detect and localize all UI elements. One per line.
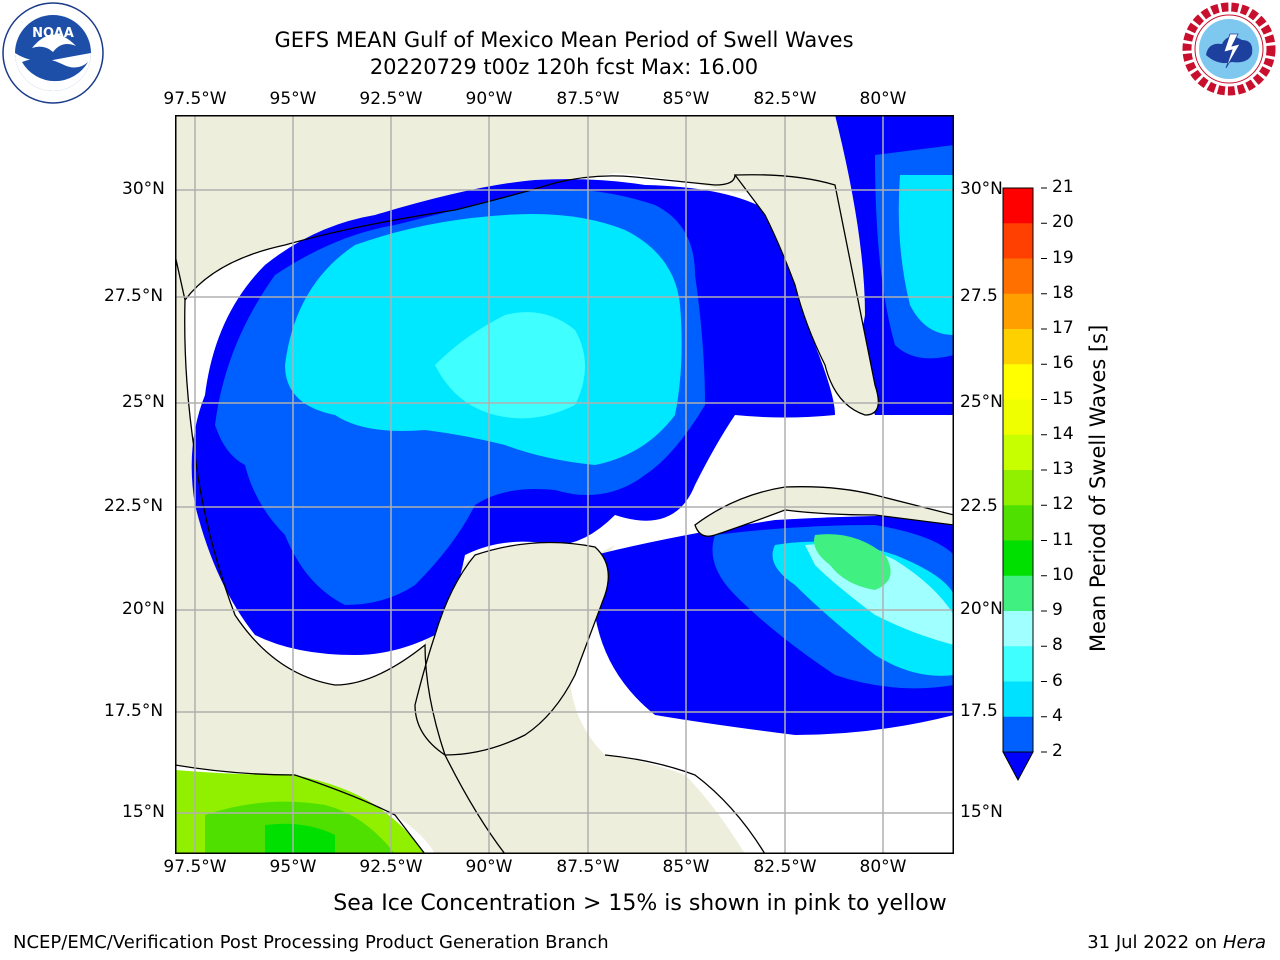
colorbar-segment xyxy=(1003,646,1033,682)
colorbar-tick-label: 8 xyxy=(1052,635,1063,656)
map-frame xyxy=(175,115,954,854)
chart-title: GEFS MEAN Gulf of Mexico Mean Period of … xyxy=(274,28,854,52)
cuba-land xyxy=(694,486,954,537)
colorbar-title: Mean Period of Swell Waves [s] xyxy=(1086,324,1110,652)
lon-label-top-3: 90°W xyxy=(465,89,513,109)
lat-label-right-2: 25°N xyxy=(960,392,1003,412)
lon-label-top-5: 85°W xyxy=(662,89,710,109)
colorbar-segment xyxy=(1003,611,1033,647)
colorbar-tick-label: 11 xyxy=(1052,529,1074,550)
lon-label-bottom-7: 80°W xyxy=(859,857,907,877)
colorbar xyxy=(1000,186,1040,786)
sea-ice-caption: Sea Ice Concentration > 15% is shown in … xyxy=(333,891,947,916)
colorbar-segment xyxy=(1003,470,1033,506)
lat-label-left-4: 20°N xyxy=(122,599,165,619)
lat-label-right-5: 17.5 xyxy=(960,701,998,721)
lon-label-top-7: 80°W xyxy=(859,89,907,109)
colorbar-tick-label: 13 xyxy=(1052,459,1074,479)
colorbar-segment xyxy=(1003,716,1033,753)
colorbar-tick-label: 12 xyxy=(1052,494,1074,515)
colorbar-tick-label: 6 xyxy=(1052,670,1063,691)
lon-label-bottom-2: 92.5°W xyxy=(359,857,423,877)
florida-land xyxy=(733,174,879,416)
colorbar-frame xyxy=(1002,187,1034,753)
lon-label-top-1: 95°W xyxy=(269,89,317,109)
swell-band-8-9 xyxy=(435,312,585,419)
colorbar-tick-label: 21 xyxy=(1052,177,1074,197)
mexico-coastline xyxy=(175,254,506,854)
colorbar-tick-label: 14 xyxy=(1052,423,1074,444)
colorbar-segment xyxy=(1003,258,1033,295)
lon-label-top-6: 82.5°W xyxy=(753,89,817,109)
noaa-logo: NOAA xyxy=(2,2,104,104)
yucatan-land xyxy=(414,541,609,756)
lat-label-left-2: 25°N xyxy=(122,392,165,412)
lon-label-bottom-5: 85°W xyxy=(662,857,710,877)
lon-label-top-2: 92.5°W xyxy=(359,89,423,109)
colorbar-segment xyxy=(1003,223,1033,259)
colorbar-segment xyxy=(1003,540,1033,577)
us-coastline xyxy=(184,174,736,301)
noaa-logo-text: NOAA xyxy=(32,26,74,41)
lat-label-left-3: 22.5°N xyxy=(104,496,164,516)
colorbar-tick-labels: 2 4 6 8 9 10 11 12 13 14 15 16 17 18 19 20 21 xyxy=(1052,0,1112,960)
pacific-band-11 xyxy=(265,823,335,854)
lat-label-right-1: 27.5 xyxy=(960,286,998,306)
footer-host: Hera xyxy=(1222,932,1266,953)
colorbar-tick-label: 19 xyxy=(1052,247,1074,268)
lon-label-bottom-1: 95°W xyxy=(269,857,317,877)
atlantic-band-6-8 xyxy=(898,175,954,335)
map-svg xyxy=(175,115,954,854)
colorbar-svg xyxy=(1002,187,1034,782)
footer-date: 31 Jul 2022 on Hera xyxy=(1087,932,1266,953)
colorbar-tick-label: 2 xyxy=(1052,741,1063,761)
colorbar-segment xyxy=(1003,293,1033,330)
footer-credit: NCEP/EMC/Verification Post Processing Pr… xyxy=(13,932,609,953)
lon-label-bottom-4: 87.5°W xyxy=(556,857,620,877)
lat-label-left-5: 17.5°N xyxy=(104,701,164,721)
colorbar-segment xyxy=(1003,681,1033,718)
colorbar-segment xyxy=(1003,399,1033,436)
footer-date-text: 31 Jul 2022 on xyxy=(1087,932,1223,953)
lat-label-left-1: 27.5°N xyxy=(104,286,164,306)
lat-label-right-0: 30°N xyxy=(960,179,1003,199)
colorbar-tick-label: 18 xyxy=(1052,282,1074,303)
lon-label-bottom-3: 90°W xyxy=(465,857,513,877)
graticule xyxy=(175,115,954,854)
colorbar-tick-label: 10 xyxy=(1052,564,1074,585)
colorbar-tick-label: 15 xyxy=(1052,388,1074,409)
lon-label-bottom-6: 82.5°W xyxy=(753,857,817,877)
colorbar-tick-label: 17 xyxy=(1052,318,1074,338)
lon-label-bottom-0: 97.5°W xyxy=(163,857,227,877)
lat-label-left-0: 30°N xyxy=(122,179,165,199)
map-area[interactable] xyxy=(175,115,954,854)
colorbar-segment xyxy=(1003,575,1033,612)
lon-label-top-0: 97.5°W xyxy=(163,89,227,109)
lat-label-left-6: 15°N xyxy=(122,802,165,822)
colorbar-tick-label: 16 xyxy=(1052,353,1074,374)
colorbar-segment xyxy=(1003,329,1033,365)
chart-subtitle: 20220729 t00z 120h fcst Max: 16.00 xyxy=(369,55,759,79)
colorbar-tick-label: 20 xyxy=(1052,212,1074,233)
lat-label-right-4: 20°N xyxy=(960,599,1003,619)
colorbar-tick-label: 9 xyxy=(1052,600,1063,620)
caribbean-band-9-10 xyxy=(814,534,891,590)
lon-label-top-4: 87.5°W xyxy=(556,89,620,109)
colorbar-segment xyxy=(1003,434,1033,471)
central-america-coastline xyxy=(604,754,766,854)
colorbar-segment xyxy=(1003,188,1033,224)
colorbar-segment xyxy=(1003,364,1033,400)
lat-label-right-3: 22.5 xyxy=(960,496,998,516)
colorbar-ticks xyxy=(1041,186,1051,756)
colorbar-extend-arrow xyxy=(1002,751,1034,782)
lat-label-right-6: 15°N xyxy=(960,802,1003,822)
nws-logo xyxy=(1178,0,1280,102)
colorbar-tick-label: 4 xyxy=(1052,705,1063,726)
colorbar-segment xyxy=(1003,505,1033,541)
